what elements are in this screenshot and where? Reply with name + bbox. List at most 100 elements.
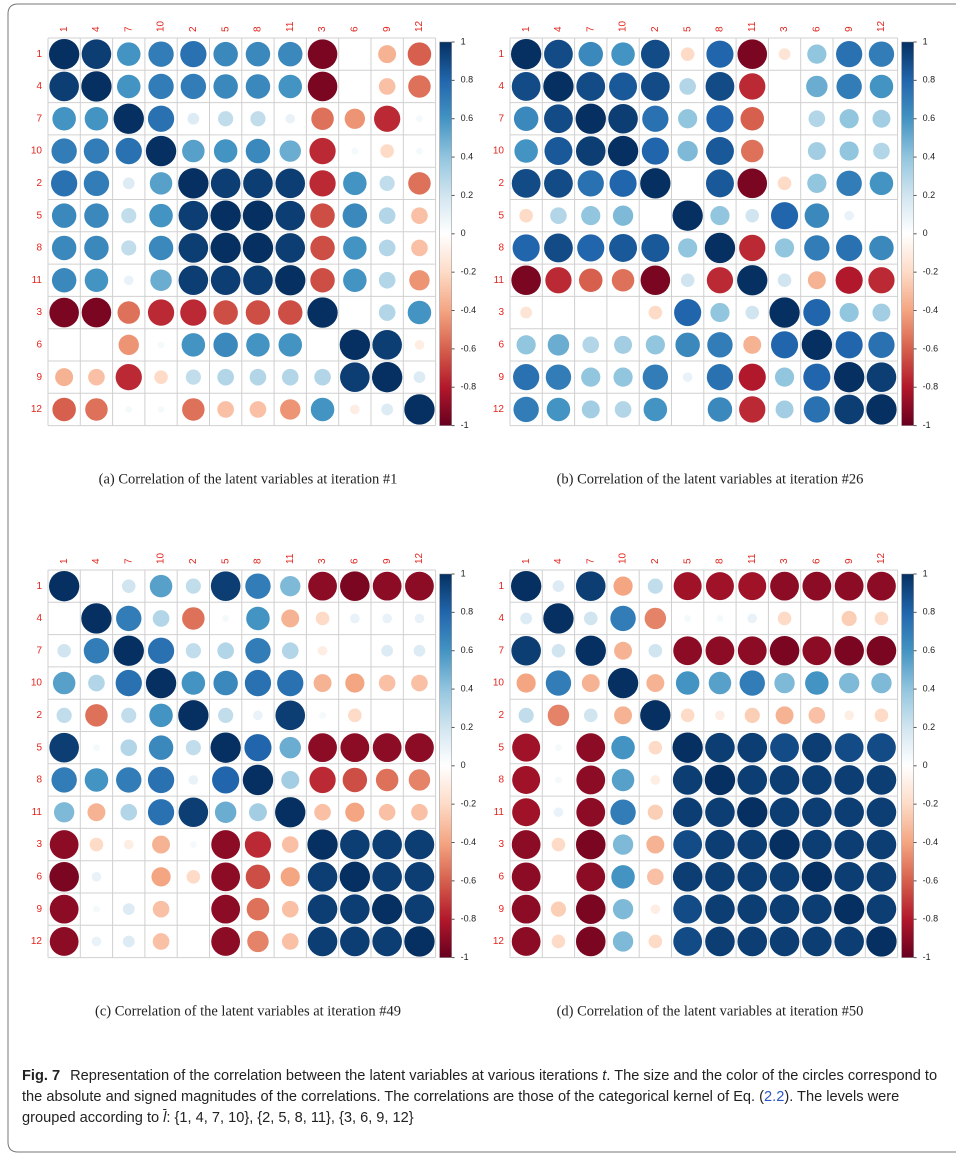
correlation-circle [116,42,141,66]
correlation-circle [91,936,102,947]
correlation-circle [545,267,572,294]
correlation-circle [180,299,207,326]
column-label: 4 [91,558,102,564]
row-label: 12 [493,404,505,415]
row-label: 7 [36,113,42,124]
colorbar-tick-label: -0.2 [461,267,477,277]
correlation-circle [407,42,432,66]
correlation-circle [371,893,403,925]
colorbar-tick-label: 0.8 [461,607,474,617]
correlation-circle [672,862,703,892]
column-label: 10 [618,20,629,32]
correlation-circle [739,670,765,696]
correlation-circle [152,835,171,854]
correlation-circle [314,803,331,821]
correlation-circle [607,135,639,167]
row-label: 5 [36,210,42,221]
caption-text: ). The levels were grouped according to [22,1089,900,1126]
row-label: 6 [36,339,42,350]
correlation-circle [705,72,735,101]
correlation-circle [244,669,272,697]
correlation-circle [646,674,665,693]
correlation-circle [217,642,234,660]
correlation-circle [340,362,370,392]
correlation-circle [868,331,895,358]
correlation-circle [245,573,271,599]
correlation-circle [244,734,272,762]
row-label: 7 [498,645,504,656]
correlation-circle [378,803,396,821]
correlation-circle [185,369,201,385]
correlation-circle [576,765,606,795]
correlation-circle [872,109,891,128]
correlation-circle [608,103,638,134]
correlation-circle [404,862,435,892]
correlation-circle [737,636,767,666]
correlation-circle [409,270,430,291]
equation-link[interactable]: 2.2 [764,1089,785,1105]
colorbar-tick-label: 0.2 [461,722,474,732]
subfigure-caption: (b) Correlation of the latent variables … [557,471,864,487]
correlation-circle [680,47,695,61]
correlation-circle [834,733,864,763]
correlation-circle [550,901,567,917]
subfigure-caption: (c) Correlation of the latent variables … [95,1003,401,1019]
correlation-circle [210,232,241,264]
correlation-circle [739,234,766,262]
column-label: 4 [553,26,564,32]
correlation-circle [411,239,428,257]
correlation-circle [802,765,832,795]
correlation-circle [833,893,865,925]
correlation-circle [516,335,536,355]
correlation-circle [148,235,174,261]
correlation-circle [310,235,335,261]
colorbar-tick-label: -0.6 [923,343,939,353]
correlation-circle [802,732,832,763]
correlation-circle [372,829,402,860]
correlation-circle [836,73,862,100]
correlation-circle [93,905,100,913]
correlation-circle [646,835,665,854]
correlation-circle [642,105,669,132]
row-label: 5 [498,210,504,221]
correlation-circle [147,766,175,794]
correlation-circle [737,894,768,924]
correlation-circle [777,273,792,288]
column-label: 5 [682,558,693,564]
correlation-circle [807,44,827,64]
correlation-circle [869,171,894,196]
correlation-circle [116,767,142,793]
column-label: 12 [876,552,887,564]
correlation-circle [149,703,173,728]
column-label: 11 [285,21,296,32]
correlation-circle [118,334,139,356]
correlation-circle [803,363,831,391]
correlation-circle [544,168,573,198]
colorbar-tick-label: 1 [461,568,466,578]
column-label: 7 [585,558,596,564]
correlation-circle [555,744,562,752]
correlation-circle [612,205,634,226]
figure-caption: Fig. 7 Representation of the correlation … [22,1066,942,1129]
colorbar-tick-label: 0.6 [923,113,936,123]
correlation-circle [841,610,857,627]
correlation-circle [576,862,606,892]
correlation-circle [154,370,168,384]
correlation-circle [770,331,799,359]
correlation-circle [125,406,133,413]
correlation-circle [581,400,600,419]
column-label: 5 [682,26,693,32]
correlation-circle [147,637,175,664]
column-label: 8 [715,558,726,564]
row-label: 9 [36,904,42,915]
correlation-circle [210,571,241,601]
correlation-circle [84,268,109,293]
correlation-circle [803,396,830,423]
correlation-circle [576,72,606,101]
correlation-circle [834,394,864,425]
correlation-circle [372,926,402,957]
colorbar-tick-label: -1 [461,952,469,962]
column-label: 3 [317,558,328,564]
row-label: 1 [498,49,504,60]
correlation-circle [868,41,895,67]
